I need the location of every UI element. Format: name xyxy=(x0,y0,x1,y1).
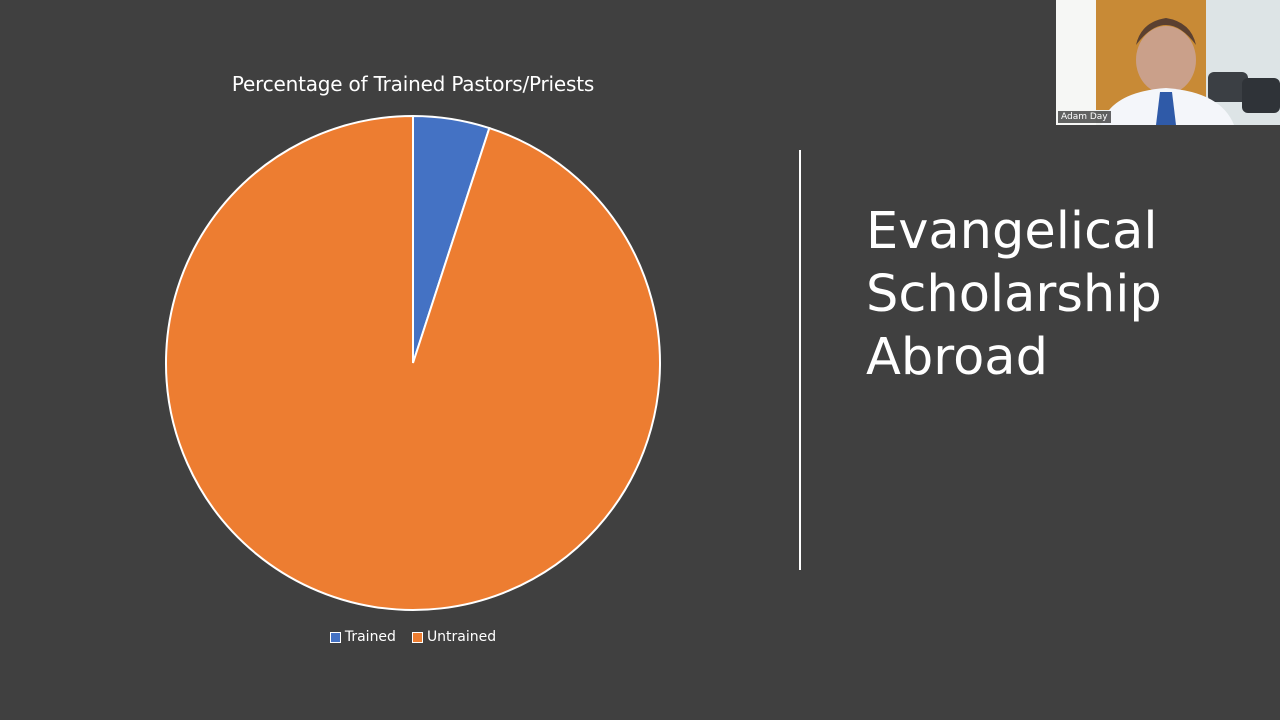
legend-swatch-trained xyxy=(329,631,341,643)
heading-line-3: Abroad xyxy=(866,328,1048,387)
legend-label-trained: Trained xyxy=(344,629,396,645)
participant-video-tile[interactable]: Adam Day xyxy=(1056,0,1280,125)
legend-item-trained: Trained xyxy=(329,629,396,645)
legend-item-untrained: Untrained xyxy=(411,629,497,645)
chart-legend: Trained Untrained xyxy=(163,629,663,645)
heading-line-1: Evangelical xyxy=(866,202,1158,261)
legend-label-untrained: Untrained xyxy=(426,629,497,645)
slide-heading: Evangelical Scholarship Abroad xyxy=(866,200,1162,389)
participant-video-feed xyxy=(1056,0,1280,125)
heading-line-2: Scholarship xyxy=(866,265,1162,324)
vertical-divider xyxy=(799,150,801,570)
pie-slice-untrained xyxy=(165,114,661,611)
legend-swatch-untrained xyxy=(411,631,423,643)
participant-name-label: Adam Day xyxy=(1058,111,1111,123)
pie-chart xyxy=(165,114,661,611)
chart-title: Percentage of Trained Pastors/Priests xyxy=(231,72,595,96)
